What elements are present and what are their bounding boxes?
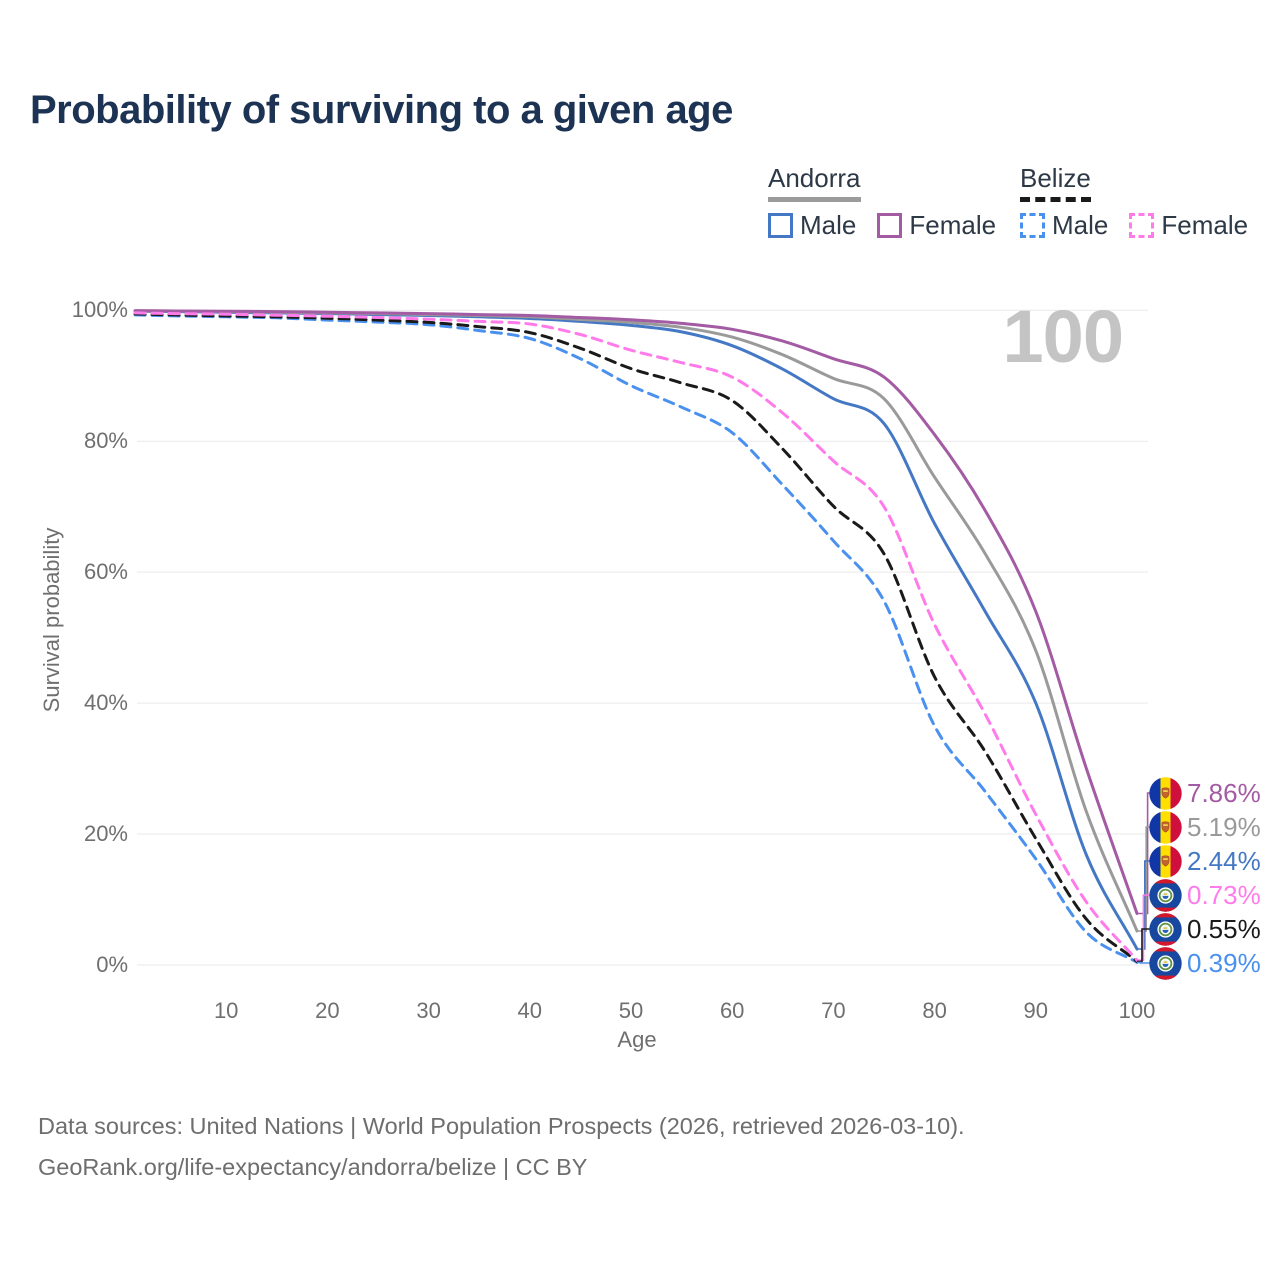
belize-flag-icon [1149, 878, 1182, 912]
legend-item-label: Male [1052, 210, 1109, 240]
curve-belize-female [133, 311, 1139, 962]
legend-swatch-icon [768, 213, 793, 238]
end-label-andorra-female: 7.86% [1149, 776, 1261, 810]
y-tick-label: 80% [83, 428, 128, 454]
y-tick-label: 40% [83, 690, 128, 716]
legend-item-label: Female [1161, 210, 1249, 240]
max-age-annotation: 100 [1003, 295, 1123, 378]
gridlines [137, 309, 1148, 966]
legend-swatch-icon [877, 213, 903, 238]
x-tick-label: 100 [1118, 998, 1156, 1023]
legend-country-label: Andorra [768, 163, 861, 202]
footer-attribution-line: GeoRank.org/life-expectancy/andorra/beli… [38, 1154, 588, 1180]
end-label-belize-female: 0.73% [1149, 878, 1261, 912]
footer: Data sources: United Nations | World Pop… [38, 1106, 965, 1188]
y-tick-label: 20% [83, 821, 128, 847]
belize-flag-icon [1149, 946, 1182, 980]
end-value-text: 7.86% [1187, 777, 1261, 808]
end-label-andorra-both-sexes: 5.19% [1149, 810, 1261, 844]
andorra-flag-icon [1149, 776, 1182, 810]
survival-curves [133, 309, 1139, 964]
curve-andorra-female [133, 309, 1139, 915]
end-value-text: 0.39% [1187, 947, 1261, 978]
label-connectors [1137, 792, 1150, 964]
y-tick-label: 0% [96, 952, 128, 977]
legend-item-andorra-male[interactable]: Male [768, 210, 856, 241]
curve-andorra-male [133, 309, 1139, 951]
curve-belize-both-sexes [133, 312, 1139, 963]
end-label-belize-male: 0.39% [1149, 946, 1261, 980]
andorra-flag-icon [1149, 810, 1182, 844]
x-tick-label: 20 [315, 998, 340, 1023]
curve-belize-male [133, 313, 1139, 964]
curve-andorra-both-sexes [133, 309, 1139, 933]
legend-group-andorra: Andorra Male Female [768, 163, 1017, 241]
legend-group-belize: Belize Male Female [1020, 163, 1269, 241]
legend-item-label: Male [800, 210, 857, 240]
y-tick-label: 60% [83, 559, 128, 585]
legend-item-belize-female[interactable]: Female [1129, 210, 1248, 241]
belize-flag-icon [1149, 912, 1182, 946]
x-tick-label: 40 [517, 998, 543, 1023]
end-label-andorra-male: 2.44% [1149, 844, 1261, 878]
end-value-text: 2.44% [1187, 845, 1261, 876]
legend-swatch-icon [1020, 213, 1045, 238]
y-axis-title: Survival probability [39, 527, 64, 713]
page-title: Probability of surviving to a given age [30, 88, 733, 132]
x-axis-title: Age [617, 1027, 657, 1052]
x-tick-label: 30 [416, 998, 441, 1023]
legend-item-belize-male[interactable]: Male [1020, 210, 1108, 241]
end-label-belize-both-sexes: 0.55% [1149, 912, 1261, 946]
y-tick-label: 100% [71, 297, 128, 323]
x-tick-label: 10 [213, 998, 239, 1023]
x-tick-label: 60 [719, 998, 745, 1023]
end-value-text: 5.19% [1187, 811, 1261, 842]
end-value-text: 0.73% [1187, 879, 1261, 910]
x-tick-label: 50 [618, 998, 644, 1023]
end-value-text: 0.55% [1187, 913, 1261, 944]
legend-item-label: Female [909, 210, 997, 240]
x-tick-label: 70 [821, 998, 846, 1023]
legend-item-andorra-female[interactable]: Female [877, 210, 996, 241]
legend-swatch-icon [1129, 213, 1155, 238]
x-tick-label: 80 [922, 998, 947, 1023]
legend: Andorra Male Female Belize Male Female [0, 163, 1280, 243]
footer-source-line: Data sources: United Nations | World Pop… [38, 1113, 965, 1139]
andorra-flag-icon [1149, 844, 1182, 878]
x-tick-label: 90 [1023, 998, 1049, 1023]
legend-country-label: Belize [1020, 163, 1091, 202]
